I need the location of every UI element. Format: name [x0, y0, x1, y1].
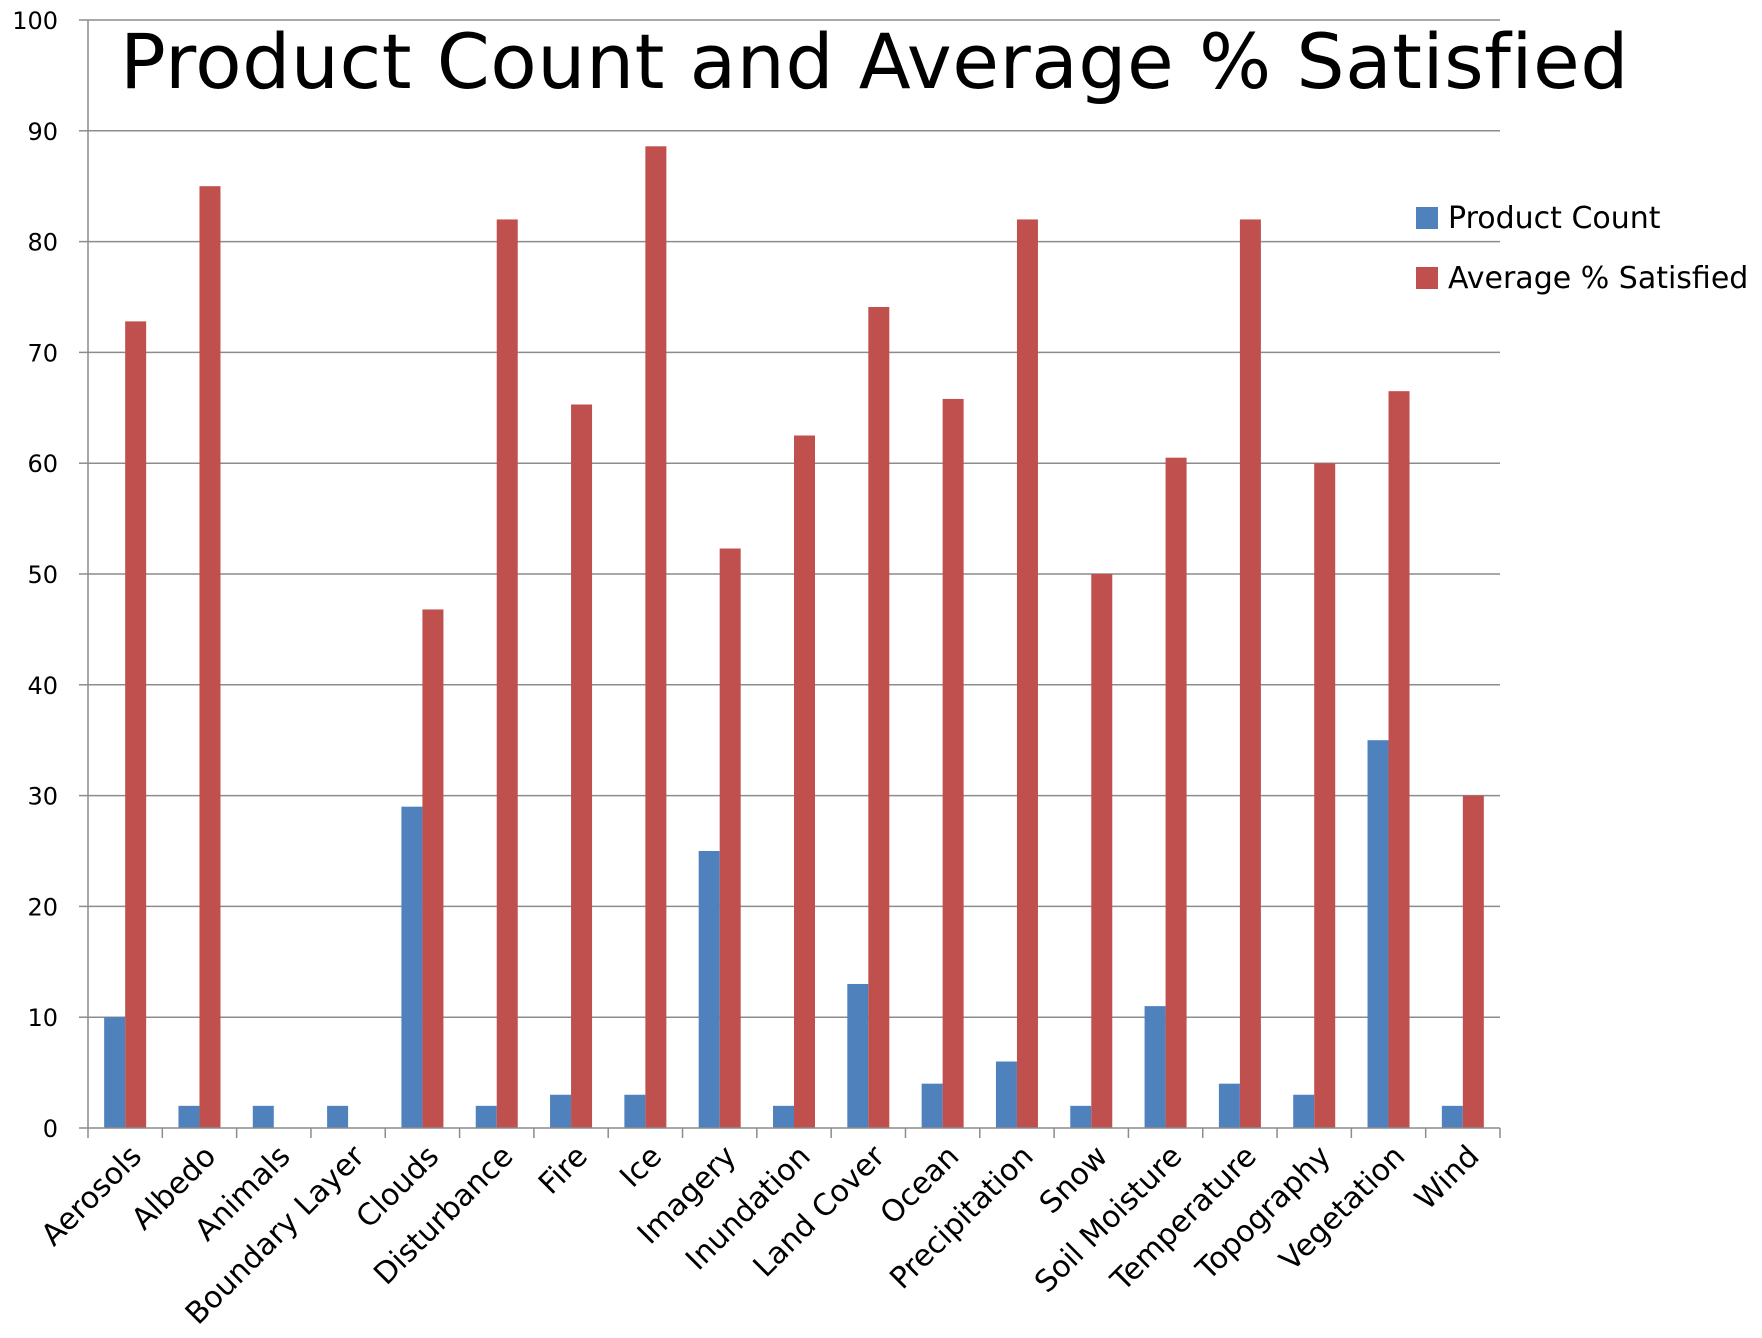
bar-product-count-soil-moisture — [1144, 1006, 1166, 1128]
bar-product-count-ocean — [921, 1083, 943, 1128]
bar-average-pct-satisfied-inundation — [794, 435, 815, 1128]
bar-average-pct-satisfied-albedo — [199, 186, 221, 1128]
y-tick-label-10: 10 — [27, 1004, 58, 1032]
bar-average-pct-satisfied-imagery — [719, 548, 741, 1128]
bar-average-pct-satisfied-fire — [571, 404, 593, 1128]
x-tick-label-fire: Fire — [532, 1139, 595, 1202]
bar-average-pct-satisfied-clouds — [422, 609, 444, 1128]
legend-item-average-satisfied: Average % Satisfied — [1416, 248, 1756, 308]
y-tick-label-60: 60 — [27, 450, 58, 478]
y-tick-label-50: 50 — [27, 561, 58, 589]
bar-average-pct-satisfied-topography — [1314, 463, 1336, 1128]
legend: Product Count Average % Satisfied — [1416, 188, 1756, 308]
legend-swatch-product-count — [1416, 207, 1438, 229]
legend-swatch-average-satisfied — [1416, 267, 1438, 289]
bar-product-count-snow — [1070, 1105, 1092, 1128]
bar-product-count-albedo — [178, 1105, 200, 1128]
bar-product-count-precipitation — [995, 1061, 1017, 1128]
bar-product-count-topography — [1293, 1094, 1315, 1128]
bar-product-count-aerosols — [104, 1017, 126, 1128]
bar-product-count-vegetation — [1367, 740, 1389, 1128]
bar-average-pct-satisfied-soil-moisture — [1165, 457, 1187, 1128]
bar-product-count-imagery — [698, 851, 720, 1128]
bar-average-pct-satisfied-wind — [1462, 795, 1484, 1128]
x-tick-label-wind: Wind — [1408, 1139, 1486, 1217]
bar-product-count-land-cover — [847, 983, 869, 1128]
x-tick-label-ice: Ice — [613, 1139, 669, 1195]
chart-title: Product Count and Average % Satisfied — [120, 17, 1630, 106]
bar-product-count-wind — [1441, 1105, 1463, 1128]
y-tick-label-30: 30 — [27, 783, 58, 811]
y-tick-labels: 0 10 20 30 40 50 60 70 80 90 100 — [12, 7, 58, 1143]
bars — [104, 146, 1484, 1129]
bar-product-count-temperature — [1218, 1083, 1240, 1128]
bar-product-count-disturbance — [475, 1105, 497, 1128]
bar-product-count-fire — [550, 1094, 572, 1128]
y-tick-label-100: 100 — [12, 7, 58, 35]
y-tick-label-20: 20 — [27, 893, 58, 921]
legend-item-product-count: Product Count — [1416, 188, 1756, 248]
legend-label-product-count: Product Count — [1448, 200, 1661, 236]
bar-average-pct-satisfied-land-cover — [868, 306, 890, 1128]
y-tick-label-70: 70 — [27, 339, 58, 367]
bar-average-pct-satisfied-ocean — [942, 398, 964, 1128]
bar-average-pct-satisfied-ice — [645, 146, 667, 1128]
bar-average-pct-satisfied-aerosols — [125, 321, 147, 1129]
bar-product-count-clouds — [401, 806, 423, 1128]
x-tick-label-aerosols: Aerosols — [35, 1139, 149, 1253]
bar-product-count-boundary-layer — [327, 1105, 349, 1128]
bar-average-pct-satisfied-disturbance — [496, 219, 518, 1128]
bar-average-pct-satisfied-vegetation — [1388, 391, 1410, 1128]
bar-average-pct-satisfied-precipitation — [1016, 219, 1038, 1128]
bar-product-count-inundation — [773, 1105, 794, 1128]
bar-product-count-animals — [252, 1105, 274, 1128]
legend-label-average-satisfied: Average % Satisfied — [1448, 260, 1749, 296]
y-tick-label-80: 80 — [27, 229, 58, 257]
axes — [79, 19, 1501, 1138]
bar-product-count-ice — [624, 1094, 646, 1128]
y-tick-label-90: 90 — [27, 118, 58, 146]
y-tick-label-0: 0 — [43, 1115, 58, 1143]
bar-average-pct-satisfied-temperature — [1239, 219, 1261, 1128]
y-tick-label-40: 40 — [27, 672, 58, 700]
bar-average-pct-satisfied-snow — [1091, 574, 1113, 1128]
